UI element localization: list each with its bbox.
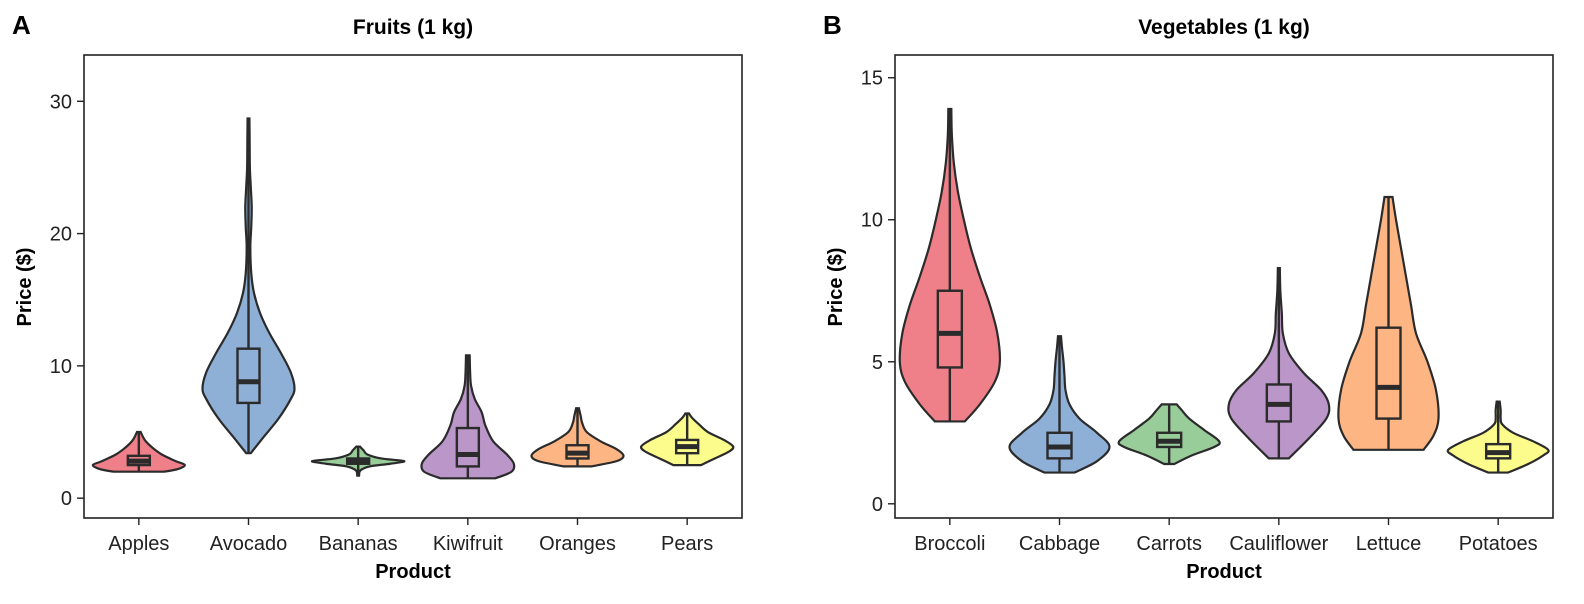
panel-a-title: Fruits (1 kg) <box>353 16 473 39</box>
panel-b-x-tick-label: Cabbage <box>1019 533 1100 555</box>
panel-b-x-tick-label: Potatoes <box>1459 533 1538 555</box>
panel-b-x-tick-label: Lettuce <box>1356 533 1422 555</box>
panel-a-y-tick-label: 10 <box>50 356 72 378</box>
panel-a-box-avocado <box>236 347 261 405</box>
panel-b-y-tick-label: 0 <box>872 494 883 516</box>
panel-a-x-tick-label: Avocado <box>210 533 287 555</box>
panel-a-plot-frame <box>83 54 743 519</box>
panel-b-box-lettuce <box>1375 326 1402 420</box>
panel-b-y-tick-label: 10 <box>861 210 883 232</box>
panel-b-title: Vegetables (1 kg) <box>1138 16 1310 39</box>
panel-b-x-tick-label: Carrots <box>1136 533 1202 555</box>
panel-a-y-tick-label: 0 <box>61 488 72 510</box>
panel-a-y-tick-label: 20 <box>50 224 72 246</box>
panel-a-x-tick-label: Pears <box>661 533 713 555</box>
panel-b-x-axis-label: Product <box>1186 561 1262 583</box>
panel-a-label: A <box>12 10 31 40</box>
panel-a-x-tick-label: Bananas <box>319 533 398 555</box>
panel-b-box-broccoli <box>936 289 964 369</box>
panel-a-box-kiwifruit <box>455 426 481 468</box>
panel-b-plot-frame <box>894 54 1554 519</box>
panel-b-y-tick-label: 15 <box>861 68 883 90</box>
panel-a-plot: 0 10 20 30 Apples Avocado Bananas Kiwifruit Oran… <box>50 54 743 555</box>
panel-b-plot: 0 5 10 15 Broccoli Cabbage Carrots Cauliflower L… <box>861 54 1554 555</box>
panel-b-y-tick-label: 5 <box>872 352 883 374</box>
panel-a-y-axis-label: Price ($) <box>14 248 36 327</box>
panel-b-x-tick-label: Broccoli <box>914 533 985 555</box>
panel-a-x-tick-label: Apples <box>108 533 169 555</box>
panel-a-y-tick-label: 30 <box>50 91 72 113</box>
panel-a-x-tick-label: Oranges <box>539 533 616 555</box>
panel-b-label: B <box>823 10 842 40</box>
panel-a-x-tick-label: Kiwifruit <box>433 533 503 555</box>
panel-b-y-axis-label: Price ($) <box>825 248 847 327</box>
panel-b-x-tick-label: Cauliflower <box>1229 533 1328 555</box>
panel-a-x-axis-label: Product <box>375 561 451 583</box>
